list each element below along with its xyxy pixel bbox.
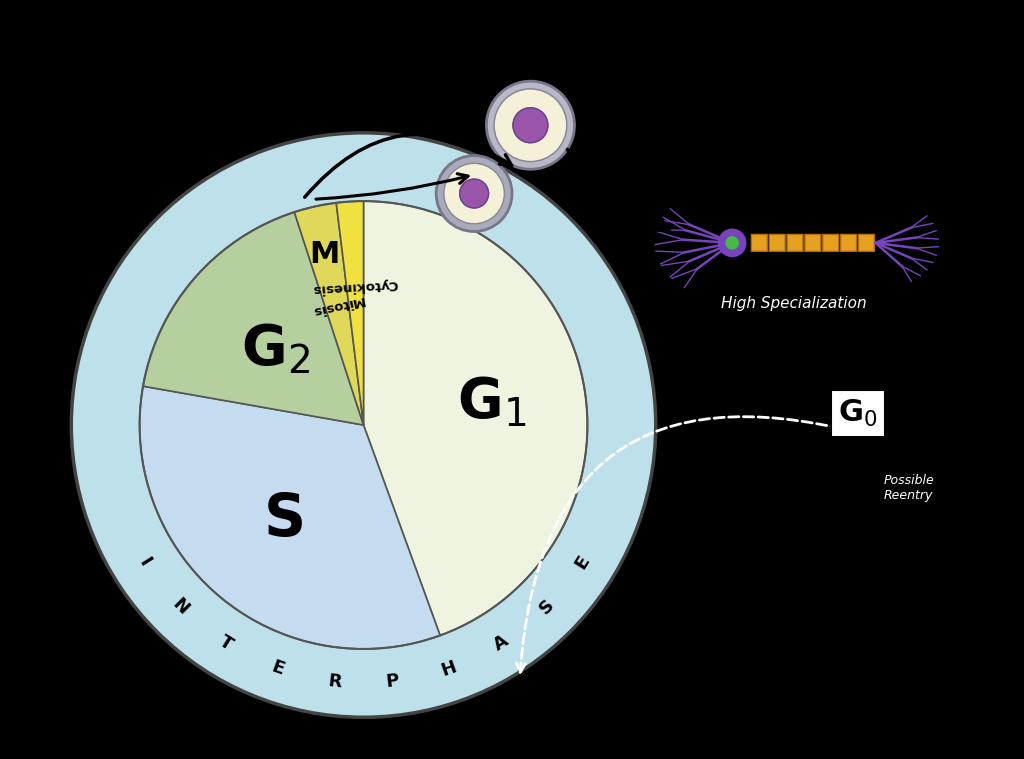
Text: Possible
Reentry: Possible Reentry [884,474,935,502]
Wedge shape [336,201,364,425]
Text: R: R [327,672,342,691]
FancyBboxPatch shape [822,235,839,251]
Text: G$_1$: G$_1$ [457,376,526,430]
FancyBboxPatch shape [787,235,803,251]
Wedge shape [364,201,588,635]
Text: A: A [490,632,512,655]
Text: N: N [169,596,193,619]
Text: High Specialization: High Specialization [721,296,866,311]
Circle shape [513,108,548,143]
Circle shape [460,179,488,208]
Text: G$_2$: G$_2$ [242,322,310,376]
Circle shape [494,89,567,162]
Circle shape [443,163,505,224]
Text: G$_0$: G$_0$ [839,398,878,429]
FancyBboxPatch shape [805,235,821,251]
Text: S: S [263,491,305,548]
Text: H: H [439,657,459,679]
Text: Cytokinesis: Cytokinesis [311,277,398,295]
Circle shape [486,81,574,169]
Circle shape [719,229,745,257]
Text: M: M [309,241,339,269]
FancyBboxPatch shape [769,235,785,251]
FancyBboxPatch shape [841,235,856,251]
Text: T: T [216,632,236,654]
Text: E: E [269,658,287,679]
Circle shape [72,133,655,717]
Wedge shape [139,386,440,649]
Text: I: I [135,554,154,569]
Wedge shape [143,212,364,425]
FancyBboxPatch shape [858,235,874,251]
Text: P: P [385,672,400,691]
FancyBboxPatch shape [752,235,767,251]
Wedge shape [294,203,364,425]
Text: E: E [571,552,593,572]
Circle shape [139,201,588,649]
Text: Mitosis: Mitosis [309,293,365,317]
Circle shape [436,156,512,231]
Circle shape [726,237,738,249]
Text: S: S [536,597,557,618]
